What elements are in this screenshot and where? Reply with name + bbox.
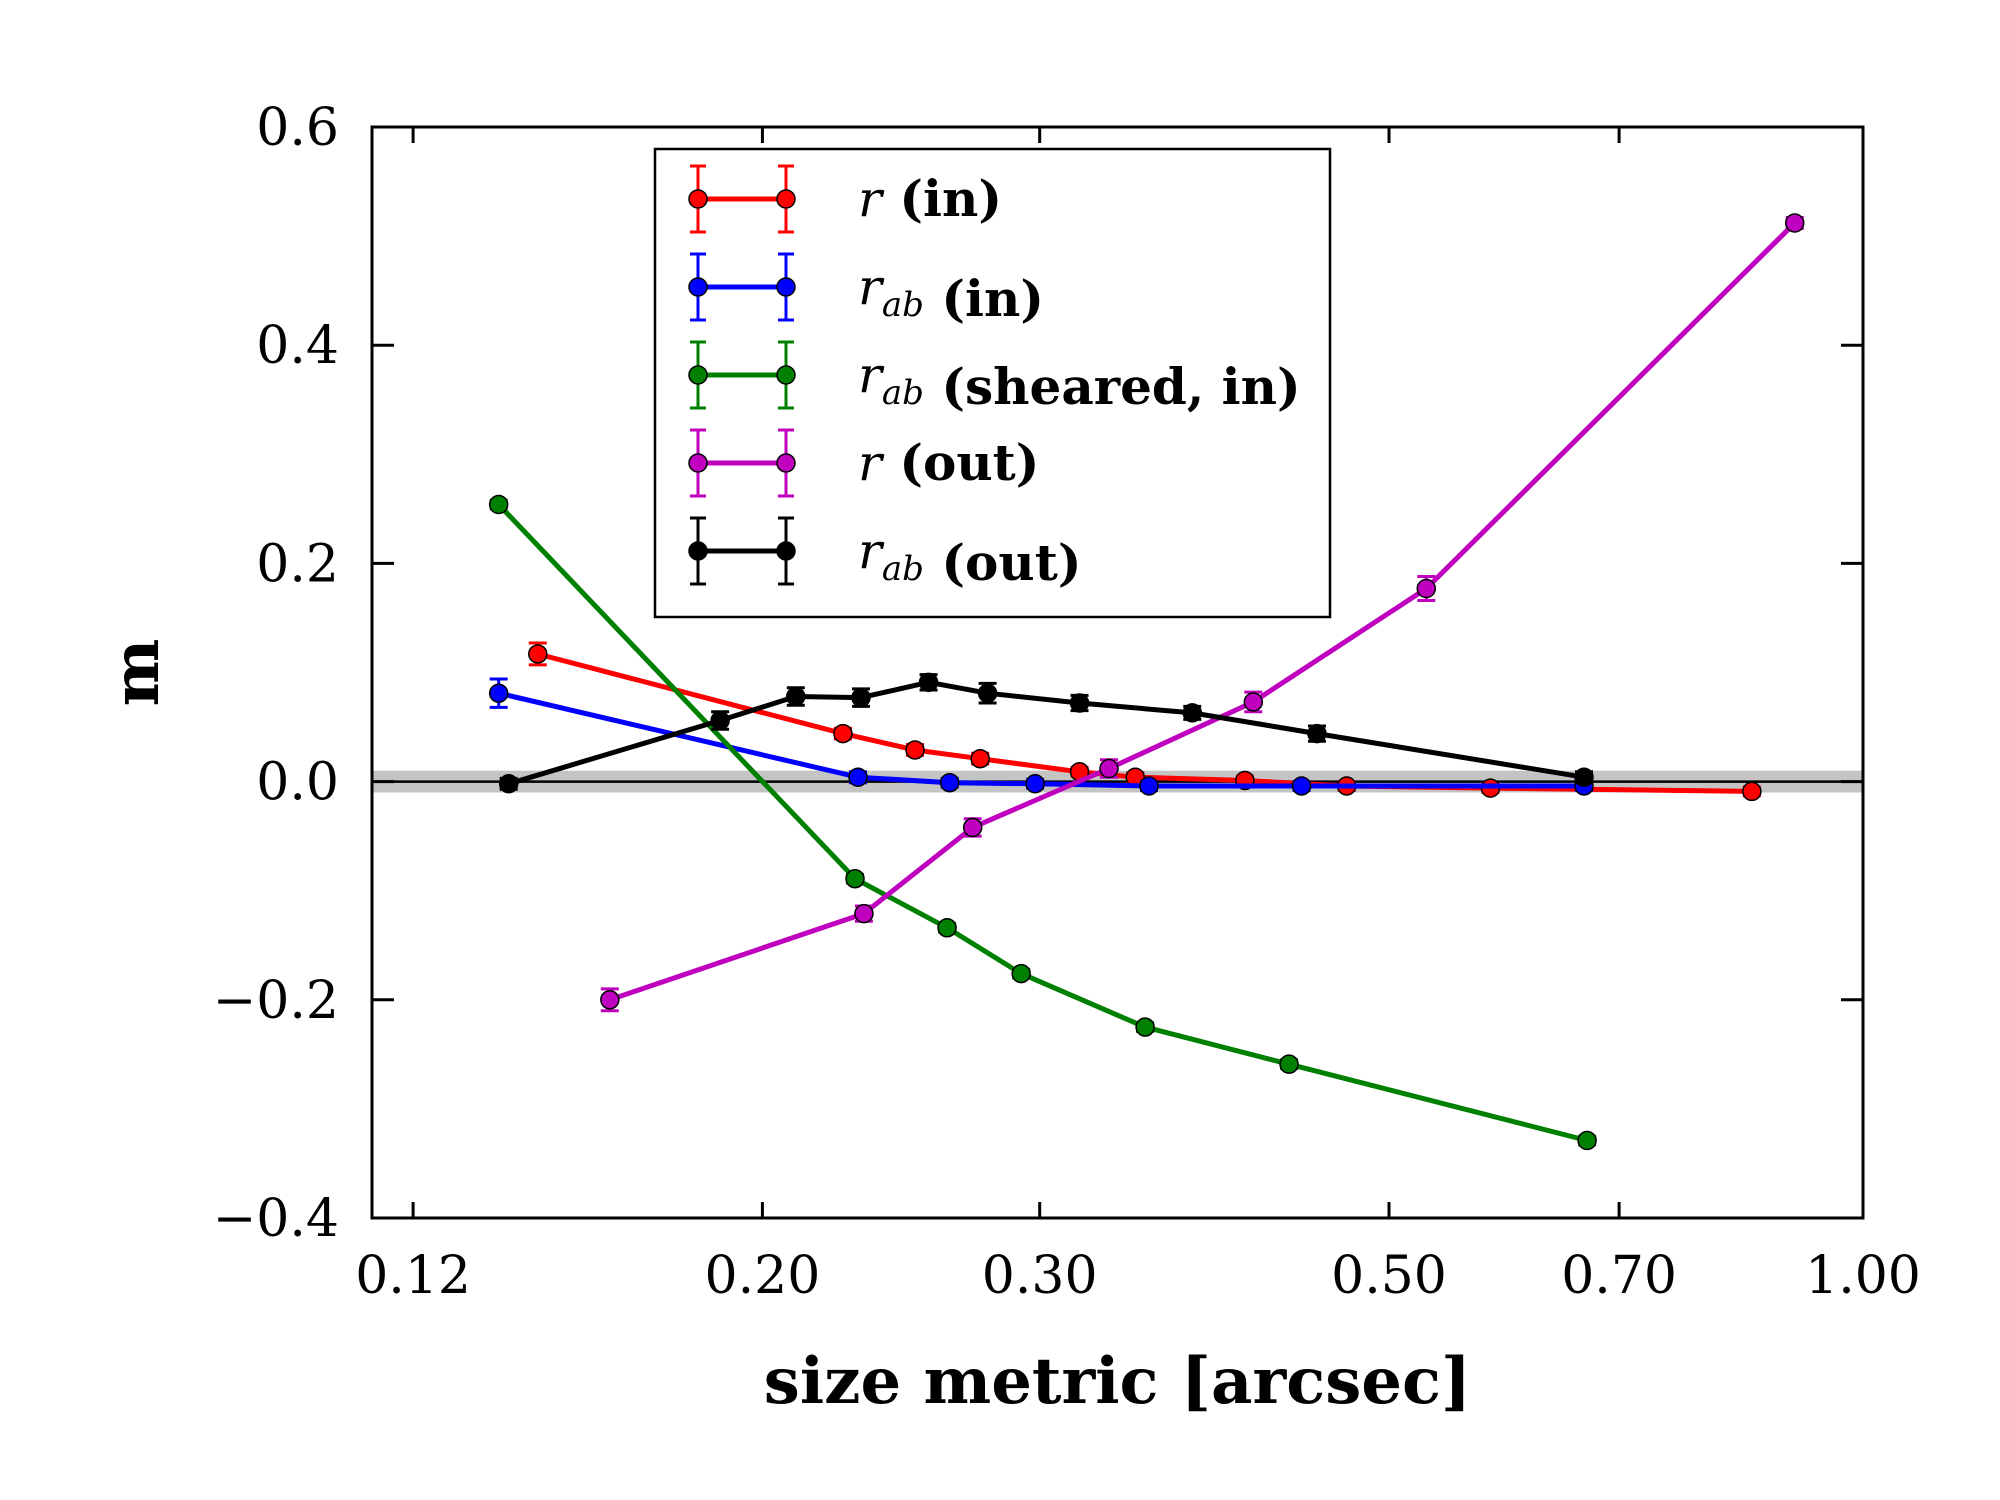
legend-label: r (in) (858, 169, 1002, 228)
legend-label: rab (sheared, in) (858, 346, 1301, 416)
legend-entry-4: rab (out) (688, 516, 1081, 592)
data-point (962, 817, 983, 838)
data-point (845, 868, 865, 889)
data-point (1011, 963, 1031, 984)
data-point (1243, 692, 1264, 712)
data-point (488, 494, 509, 515)
data-point (1135, 1017, 1155, 1037)
x-tick-label: 0.70 (1561, 1246, 1677, 1306)
x-tick-label: 0.30 (982, 1246, 1098, 1306)
x-tick-label: 0.12 (355, 1246, 471, 1306)
data-point (833, 723, 853, 744)
data-point (498, 774, 519, 794)
data-point (600, 990, 620, 1010)
y-tick-label: 0.6 (256, 98, 339, 158)
series-2 (488, 494, 1597, 1151)
series-line (507, 679, 1585, 787)
data-point (1577, 1130, 1597, 1151)
y-tick-label: 0.0 (256, 753, 339, 813)
legend-marker (688, 541, 708, 561)
series-1 (488, 677, 1594, 796)
series-3 (600, 213, 1805, 1013)
y-tick-label: −0.2 (213, 971, 339, 1031)
legend-label: rab (out) (858, 522, 1081, 592)
y-axis-label: m (99, 639, 174, 707)
data-point (1139, 776, 1159, 796)
data-point (970, 748, 990, 769)
legend-marker (776, 189, 796, 209)
data-point (1025, 774, 1045, 794)
legend-label: r (out) (858, 433, 1039, 492)
legend-entry-1: rab (in) (688, 252, 1044, 328)
legend-marker (688, 365, 708, 385)
data-point (1291, 776, 1312, 796)
data-point (918, 672, 939, 693)
data-point (1307, 723, 1327, 744)
legend-entry-2: rab (sheared, in) (688, 340, 1301, 416)
data-point (710, 710, 730, 731)
legend-marker (776, 453, 796, 473)
series-4 (498, 672, 1594, 794)
data-point (1574, 767, 1594, 787)
data-point (939, 772, 960, 793)
legend-marker (688, 189, 708, 209)
data-point (1742, 781, 1762, 802)
x-tick-label: 1.00 (1805, 1246, 1921, 1306)
data-point (1099, 758, 1119, 779)
legend-entry-3: r (out) (688, 428, 1039, 498)
y-tick-label: 0.4 (256, 316, 339, 376)
x-tick-label: 0.50 (1331, 1246, 1447, 1306)
data-point (488, 683, 509, 703)
data-point (528, 644, 548, 664)
data-point (786, 686, 806, 707)
data-point (851, 687, 871, 708)
legend: r (in) rab (in) rab (sheared, in) r (out) ra… (653, 147, 1332, 619)
data-point (977, 683, 998, 703)
y-tick-label: −0.4 (213, 1189, 339, 1249)
plot-frame (370, 125, 1865, 1220)
legend-marker (776, 541, 796, 561)
data-point (854, 903, 874, 924)
series-layer (488, 213, 1805, 1151)
data-point (1182, 703, 1203, 723)
x-tick-label: 0.20 (705, 1246, 821, 1306)
axes (370, 125, 1865, 1220)
data-point (1784, 213, 1805, 233)
ticks: 0.12 0.20 0.30 0.50 0.70 1.00 −0.4 −0.2 0.0 0.2 0.… (213, 98, 1921, 1306)
data-point (1279, 1054, 1299, 1074)
x-axis-label: size metric [arcsec] (764, 1344, 1471, 1419)
legend-frame (653, 147, 1332, 619)
y-tick-label: 0.2 (256, 534, 339, 594)
data-point (1069, 693, 1090, 713)
legend-marker (776, 365, 796, 385)
legend-marker (688, 277, 708, 297)
legend-marker (688, 453, 708, 473)
data-point (848, 767, 868, 787)
legend-marker (776, 277, 796, 297)
data-point (905, 740, 925, 760)
legend-label: rab (in) (858, 258, 1044, 328)
data-point (937, 918, 957, 938)
legend-entry-0: r (in) (688, 164, 1002, 234)
data-point (1416, 578, 1437, 599)
